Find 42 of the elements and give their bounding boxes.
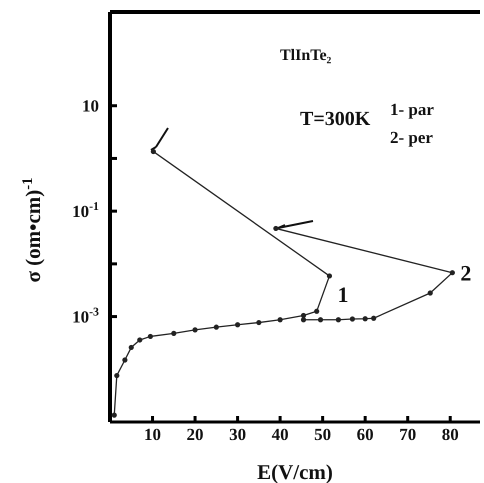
point: [326, 273, 332, 279]
annotation: T=300K: [300, 108, 371, 130]
x-tick-label: 50: [314, 425, 332, 444]
point: [214, 324, 219, 330]
annotation: TlInTe₂: [280, 47, 332, 64]
series-label: 2: [460, 260, 472, 286]
point: [234, 322, 240, 328]
x-tick-label: 60: [356, 425, 374, 444]
point: [336, 317, 341, 322]
point: [256, 320, 262, 326]
annotation: 2- per: [390, 128, 434, 147]
y-tick-label: 10$^{-1}$: [72, 199, 100, 222]
x-tick-label: 70: [399, 425, 416, 444]
point: [122, 357, 128, 363]
x-tick-label: 40: [272, 425, 289, 444]
series-label: 1: [337, 282, 348, 307]
x-tick-label: 80: [442, 425, 459, 444]
y-tick-label: 10: [82, 96, 99, 116]
point: [112, 412, 117, 418]
point: [114, 372, 120, 378]
point: [150, 148, 156, 154]
point: [350, 316, 356, 322]
point: [128, 344, 134, 350]
point: [450, 270, 455, 276]
point: [314, 308, 320, 314]
point: [318, 317, 324, 322]
point: [273, 226, 278, 232]
x-tick-label: 20: [186, 425, 204, 444]
x-tick-label: 10: [144, 425, 162, 444]
point: [192, 327, 198, 332]
point: [171, 330, 176, 336]
point: [300, 312, 306, 318]
point: [137, 337, 142, 343]
y-tick-label: 10$^{-3}$: [72, 304, 100, 327]
point: [148, 334, 153, 340]
point: [371, 316, 376, 321]
x-tick-label: 30: [229, 425, 246, 444]
point: [300, 317, 306, 322]
point: [428, 290, 433, 296]
annotation: 1- par: [390, 100, 434, 119]
point: [278, 317, 283, 322]
point: [362, 316, 368, 322]
